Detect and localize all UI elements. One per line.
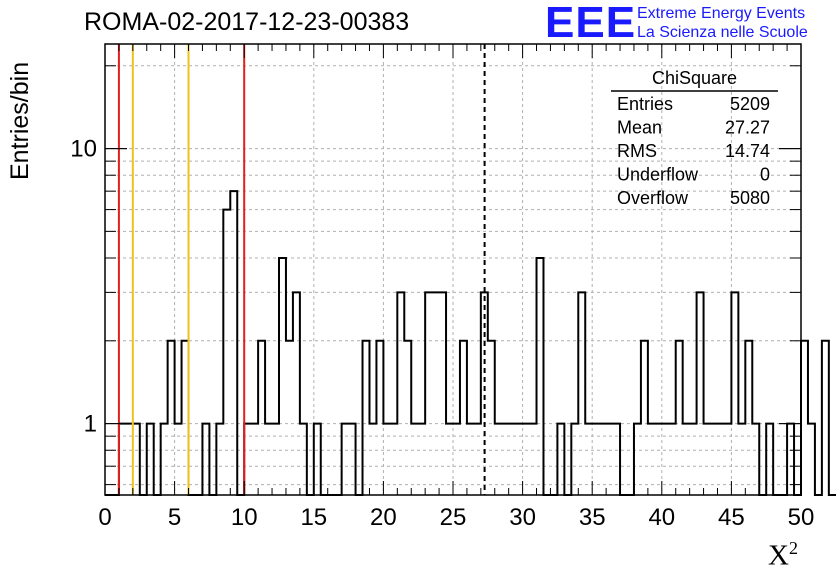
x-tick-label: 35 [579,504,606,531]
stats-row-label: Overflow [617,188,689,208]
x-axis-label-text: X [768,539,789,572]
logo-line-1: Extreme Energy Events [637,5,806,22]
stats-row-label: Mean [617,118,662,138]
histogram-bin [286,341,293,495]
histogram-bin [230,191,237,495]
run-title: ROMA-02-2017-12-23-00383 [84,8,410,36]
histogram-bin [460,341,467,495]
histogram-bin [676,341,683,495]
stats-row-value: 5080 [730,188,770,208]
x-tick-label: 45 [718,504,745,531]
x-tick-label: 0 [98,504,111,531]
y-tick-label: 10 [70,136,97,163]
histogram-bin [279,258,286,495]
x-tick-label: 40 [648,504,675,531]
logo-line-2: La Scienza nelle Scuole [637,24,808,41]
x-axis-label-superscript: 2 [788,538,798,558]
histogram-bin [488,341,495,495]
histogram-bin [481,292,488,495]
histogram-bin [363,341,370,495]
histogram-bin [432,292,439,495]
stats-row-label: RMS [617,141,657,161]
histogram-outline [105,190,836,496]
x-tick-label: 10 [231,504,258,531]
histogram-bin [731,292,738,495]
marker-lines [117,44,486,495]
histogram-bin [223,210,230,495]
stats-row-value: 27.27 [725,118,770,138]
stats-row-label: Underflow [617,165,699,185]
x-tick-label: 50 [788,504,815,531]
histogram-series [105,190,836,496]
x-tick-label: 5 [168,504,181,531]
histogram-bin [168,341,175,495]
histogram-bin [425,292,432,495]
x-tick-label: 15 [300,504,327,531]
stats-row-value: 0 [760,165,770,185]
histogram-bin [801,341,808,495]
histogram-bin [182,341,189,495]
histogram-bin [808,424,815,495]
stats-row-label: Entries [617,94,673,114]
stats-title: ChiSquare [652,68,737,88]
eee-logo: EEE [545,0,637,47]
y-tick-label: 1 [84,411,97,438]
x-axis-label: X2 [768,538,798,573]
histogram-bin [537,258,544,495]
histogram-bin [641,341,648,495]
histogram-bin [293,292,300,495]
histogram-bin [439,292,446,495]
histogram-bin [745,341,752,495]
x-tick-label: 20 [370,504,397,531]
histogram-bin [697,292,704,495]
histogram-bin [404,341,411,495]
histogram-bin [822,341,829,495]
stats-box: ChiSquare Entries 5209 Mean 27.27 RMS 14.74 Und… [611,68,778,208]
y-axis-label: Entries/bin [6,61,34,180]
x-tick-label: 30 [509,504,536,531]
x-tick-label: 25 [440,504,467,531]
histogram-bin [376,341,383,495]
histogram-bin [258,341,265,495]
axis-ticks: 0 5 10 15 20 25 30 35 40 45 50 1 10 [70,44,814,531]
histogram-bin [578,292,585,495]
stats-row-value: 14.74 [725,141,770,161]
stats-row-value: 5209 [730,94,770,114]
histogram-bin [397,292,404,495]
